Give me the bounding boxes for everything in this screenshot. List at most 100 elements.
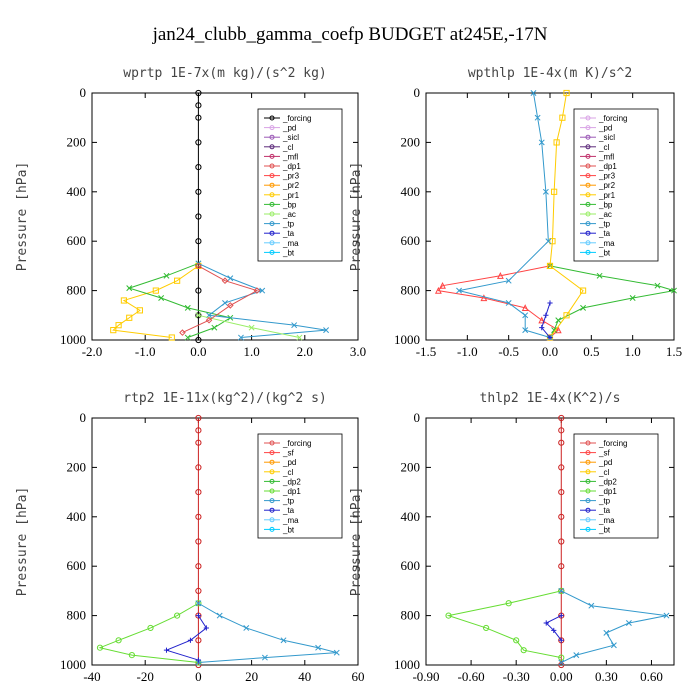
- legend-marker: [585, 450, 591, 456]
- x-tick-label: -1.0: [135, 344, 156, 359]
- data-point: [558, 427, 565, 434]
- y-tick-label: 600: [67, 233, 87, 248]
- y-tick-label: 600: [67, 558, 87, 573]
- legend-marker: [269, 153, 275, 159]
- data-point: [559, 114, 566, 121]
- data-point: [558, 464, 565, 471]
- series-forcing: [558, 414, 565, 669]
- data-point: [554, 326, 562, 334]
- data-point: [136, 307, 143, 314]
- legend-marker: [585, 469, 591, 475]
- legend-entry: _dp2: [282, 477, 301, 486]
- legend-entry: _dp1: [598, 487, 617, 496]
- legend-marker: [585, 173, 591, 179]
- data-point: [596, 272, 603, 279]
- x-tick-label: -1.0: [457, 344, 478, 359]
- y-tick-label: 600: [401, 233, 421, 248]
- y-tick-label: 200: [67, 459, 87, 474]
- series-bp: [547, 262, 677, 341]
- data-point: [547, 334, 553, 341]
- legend-marker: [585, 182, 591, 188]
- series-line: [198, 602, 337, 664]
- legend-box: [257, 433, 343, 539]
- legend-entry: _pr3: [282, 172, 300, 181]
- panel-title: wprtp 1E-7x(m kg)/(s^2 kg): [123, 66, 327, 81]
- data-point: [603, 629, 610, 636]
- data-point: [580, 304, 587, 311]
- data-point: [227, 302, 234, 309]
- legend-marker: [585, 440, 591, 446]
- x-tick-label: -20: [137, 669, 154, 684]
- data-point: [195, 464, 202, 471]
- x-tick-label: 2.0: [297, 344, 313, 359]
- series-line: [561, 590, 667, 663]
- data-point: [520, 647, 527, 654]
- data-point: [553, 139, 560, 146]
- panel-title: thlp2 1E-4x(K^2)/s: [480, 391, 621, 406]
- legend-entry: _pr1: [598, 191, 616, 200]
- data-point: [110, 327, 117, 334]
- legend-entry: _pd: [282, 124, 296, 133]
- data-point: [195, 139, 202, 146]
- series-dp1: [445, 587, 565, 661]
- data-point: [534, 114, 541, 121]
- data-point: [558, 654, 565, 661]
- x-tick-label: 60: [352, 669, 365, 684]
- legend-marker: [585, 163, 591, 169]
- x-tick-label: -0.5: [498, 344, 519, 359]
- data-point: [184, 304, 191, 311]
- data-point: [543, 312, 549, 318]
- data-point: [163, 272, 170, 279]
- legend-entry: _sicl: [282, 133, 299, 142]
- data-point: [434, 286, 442, 294]
- legend-marker: [269, 125, 275, 131]
- data-point: [315, 644, 322, 651]
- x-tick-label: -0.90: [412, 669, 439, 684]
- legend-entry: _pd: [282, 458, 296, 467]
- data-point: [203, 625, 209, 631]
- data-point: [221, 277, 229, 285]
- data-point: [96, 644, 104, 651]
- x-tick-label: -0.30: [503, 669, 530, 684]
- legend-entry: _pr2: [282, 181, 300, 190]
- legend-entry: _pd: [598, 124, 612, 133]
- data-point: [253, 287, 261, 294]
- y-tick-label: 800: [67, 608, 87, 623]
- y-tick-label: 800: [401, 608, 421, 623]
- x-tick-label: 20: [245, 669, 258, 684]
- data-point: [480, 294, 488, 302]
- data-point: [227, 275, 234, 282]
- y-tick-label: 0: [80, 85, 87, 100]
- legend-entry: _sf: [282, 449, 294, 458]
- data-point: [195, 600, 202, 607]
- data-point: [195, 312, 202, 319]
- data-point: [195, 538, 202, 545]
- data-point: [152, 287, 159, 294]
- data-point: [545, 238, 552, 245]
- data-point: [538, 316, 546, 324]
- y-axis-label: Pressure [hPa]: [349, 487, 364, 597]
- data-point: [174, 277, 181, 284]
- data-point: [558, 439, 565, 446]
- legend-marker: [269, 517, 275, 523]
- data-point: [179, 329, 186, 336]
- x-tick-label: 1.0: [243, 344, 259, 359]
- legend-entry: _mfl: [282, 152, 298, 161]
- legend-box: [573, 433, 659, 539]
- data-point: [195, 513, 202, 520]
- legend-marker: [269, 201, 275, 207]
- legend-entry: _pr3: [598, 172, 616, 181]
- chart-panel-1: wprtp 1E-7x(m kg)/(s^2 kg) Pressure [hPa]…: [15, 66, 366, 359]
- data-point: [538, 139, 545, 146]
- data-point: [195, 238, 202, 245]
- series-line: [437, 265, 560, 338]
- data-point: [558, 613, 564, 619]
- panel-title: rtp2 1E-11x(kg^2)/(kg^2 s): [123, 391, 327, 406]
- legend-marker: [269, 115, 275, 121]
- data-point: [663, 612, 670, 619]
- y-tick-label: 1000: [60, 332, 86, 347]
- x-tick-label: 0.30: [595, 669, 618, 684]
- data-point: [195, 114, 202, 121]
- legend-marker: [269, 498, 275, 504]
